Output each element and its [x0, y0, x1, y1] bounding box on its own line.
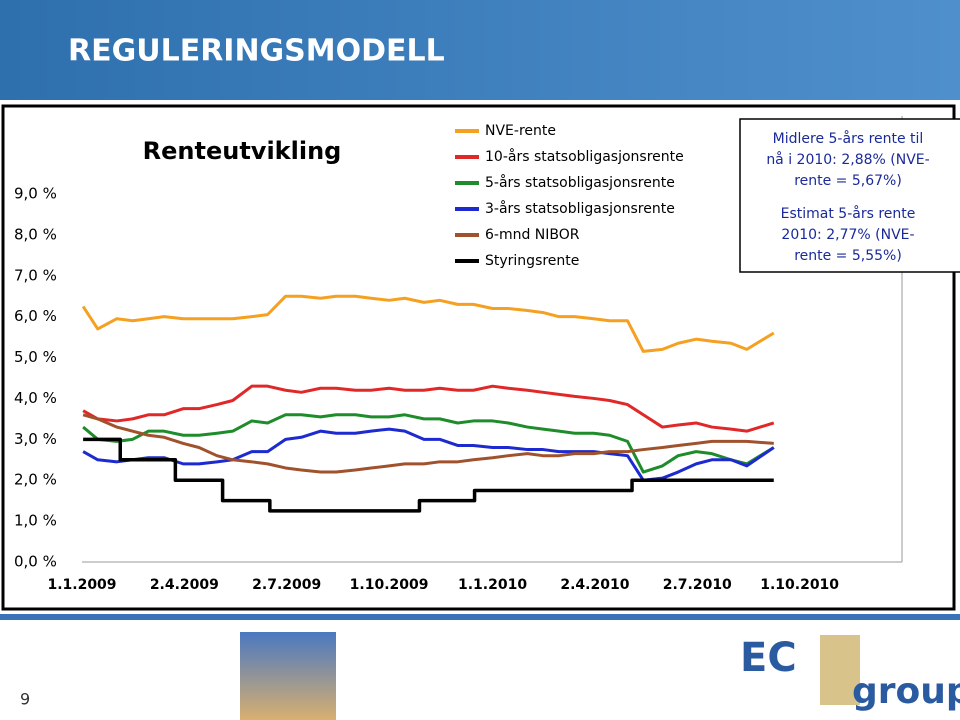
y-tick-label: 9,0 % [14, 185, 57, 203]
legend-label: Styringsrente [485, 253, 579, 269]
series-line [81, 294, 775, 353]
legend-box [425, 117, 737, 274]
series-line [83, 437, 774, 513]
x-tick-label: 1.1.2009 [47, 577, 116, 593]
legend-label: 5-års statsobligasjonsrente [485, 174, 675, 191]
annotation-box [739, 118, 960, 273]
y-tick-label: 5,0 % [14, 348, 57, 366]
y-tick-label: 7,0 % [14, 266, 57, 284]
logo-shape [820, 635, 860, 705]
y-tick-label: 0,0 % [14, 553, 57, 571]
series-line [82, 413, 775, 474]
series-line [82, 384, 775, 433]
legend-label: 6-mnd NIBOR [485, 227, 580, 243]
annotation: 2010: 2,77% (NVE- [781, 227, 914, 243]
header [0, 0, 960, 100]
x-tick-label: 2.7.2010 [663, 577, 732, 593]
x-tick-label: 2.4.2009 [150, 577, 219, 593]
photo [240, 632, 336, 720]
x-tick-label: 1.1.2010 [458, 577, 527, 593]
annotation: rente = 5,67%) [794, 173, 902, 189]
page-number: 9 [20, 690, 30, 709]
slide-title: REGULERINGSMODELL [68, 34, 445, 69]
logo-text: group [852, 671, 960, 712]
footer-bar [0, 614, 960, 620]
series-line [82, 413, 774, 474]
legend-label: 3-års statsobligasjonsrente [485, 200, 675, 217]
y-tick-label: 6,0 % [14, 307, 57, 325]
annotation: Midlere 5-års rente til [773, 130, 924, 147]
y-tick-label: 4,0 % [14, 389, 57, 407]
y-tick-label: 3,0 % [14, 430, 57, 448]
legend-label: 10-års statsobligasjonsrente [485, 148, 684, 165]
x-tick-label: 1.10.2009 [350, 577, 429, 593]
legend-label: NVE-rente [485, 123, 556, 139]
x-tick-label: 2.4.2010 [560, 577, 629, 593]
x-tick-label: 2.7.2009 [252, 577, 321, 593]
y-tick-label: 1,0 % [14, 512, 57, 530]
y-tick-label: 2,0 % [14, 471, 57, 489]
annotation: Estimat 5-års rente [781, 205, 916, 222]
annotation: rente = 5,55%) [794, 248, 902, 264]
x-tick-label: 1.10.2010 [760, 577, 839, 593]
annotation: nå i 2010: 2,88% (NVE- [766, 151, 929, 168]
logo-text: EC [740, 635, 797, 681]
y-tick-label: 8,0 % [14, 225, 57, 243]
chart-title: Renteutvikling [143, 137, 342, 165]
